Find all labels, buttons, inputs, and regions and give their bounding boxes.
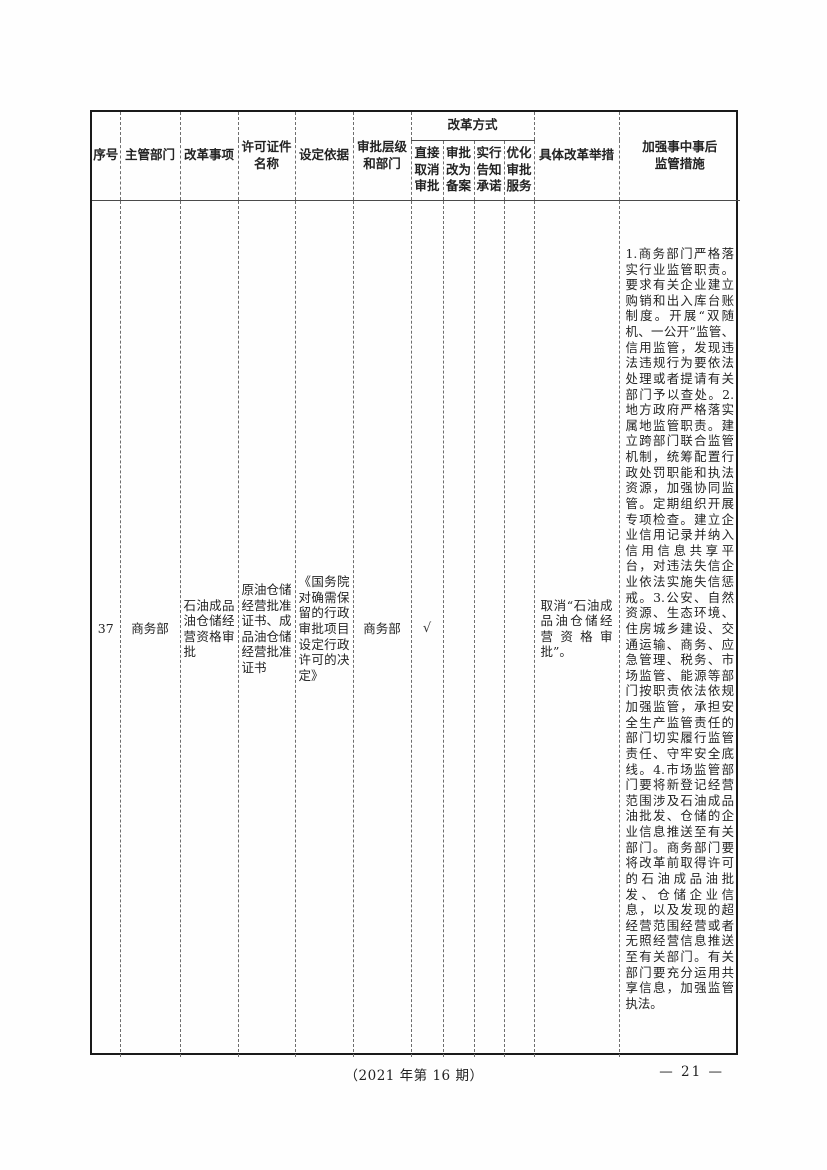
header-license-name-line2: 名称 <box>253 155 279 171</box>
header-license-name-line1: 许可证件 <box>241 138 292 154</box>
header-method-cancel-line1: 直接 <box>414 144 440 160</box>
cell-approval-level: 商务部 <box>352 199 412 1057</box>
header-supervision: 加强事中事后 监管措施 <box>618 112 741 201</box>
cell-method-commitment <box>473 199 505 1057</box>
header-method-cancel: 直接 取消 审批 <box>411 139 444 201</box>
footer-issue-label: （2021 年第 16 期） <box>344 1068 484 1084</box>
page-footer: （2021 年第 16 期） — 21 — <box>90 1064 738 1086</box>
header-license-name: 许可证件 名称 <box>237 112 296 201</box>
header-method-optimize: 优化 审批 服务 <box>503 139 535 201</box>
header-reform-method-group: 改革方式 <box>410 112 535 141</box>
header-dept: 主管部门 <box>119 112 181 201</box>
header-method-commitment-line1: 实行 <box>476 144 502 160</box>
header-method-commitment-line2: 告知 <box>476 161 502 177</box>
header-supervision-line1: 加强事中事后 <box>642 138 718 154</box>
cell-supervision: 1.商务部门严格落实行业监管职责。要求有关企业建立购销和出入库台账制度。开展“双… <box>618 199 741 1057</box>
header-method-optimize-line3: 服务 <box>506 178 532 194</box>
header-method-filing-line2: 改为 <box>445 161 471 177</box>
reform-items-table: 序号 主管部门 改革事项 许可证件 名称 设定依据 审批层级 和部门 改革方式 … <box>90 110 741 1057</box>
footer-page-number: — 21 — <box>659 1064 724 1080</box>
cell-dept: 商务部 <box>119 199 181 1057</box>
header-reform-item: 改革事项 <box>179 112 239 201</box>
header-method-commitment-line3: 承诺 <box>476 178 502 194</box>
header-measures: 具体改革举措 <box>533 112 620 201</box>
header-method-optimize-line1: 优化 <box>506 144 532 160</box>
header-basis: 设定依据 <box>294 112 354 201</box>
cell-basis: 《国务院对确需保留的行政审批项目设定行政许可的决定》 <box>294 199 354 1057</box>
header-method-filing-line3: 备案 <box>445 178 471 194</box>
header-method-cancel-line3: 审批 <box>414 178 440 194</box>
table-row-37: 37 商务部 石油成品油仓储经营资格审批 原油仓储经营批准证书、成品油仓储经营批… <box>92 199 741 1057</box>
cell-method-optimize <box>503 199 535 1057</box>
header-supervision-line2: 监管措施 <box>654 155 705 171</box>
header-method-optimize-line2: 审批 <box>506 161 532 177</box>
reform-table-grid: 序号 主管部门 改革事项 许可证件 名称 设定依据 审批层级 和部门 改革方式 … <box>92 112 741 1057</box>
header-method-cancel-line2: 取消 <box>414 161 440 177</box>
cell-method-filing <box>442 199 475 1057</box>
cell-measures: 取消“石油成品油仓储经营资格审批”。 <box>533 199 620 1057</box>
header-approval-level-line2: 和部门 <box>363 155 401 171</box>
cell-license-name: 原油仓储经营批准证书、成品油仓储经营批准证书 <box>237 199 296 1057</box>
cell-reform-item: 石油成品油仓储经营资格审批 <box>179 199 239 1057</box>
header-method-filing-line1: 审批 <box>445 144 471 160</box>
cell-method-cancel-checkmark: √ <box>410 199 444 1057</box>
header-method-commitment: 实行 告知 承诺 <box>473 139 505 201</box>
header-method-filing: 审批 改为 备案 <box>442 139 475 201</box>
header-approval-level: 审批层级 和部门 <box>352 112 412 201</box>
header-seq: 序号 <box>92 112 121 201</box>
cell-seq: 37 <box>92 199 121 1057</box>
header-approval-level-line1: 审批层级 <box>356 138 407 154</box>
